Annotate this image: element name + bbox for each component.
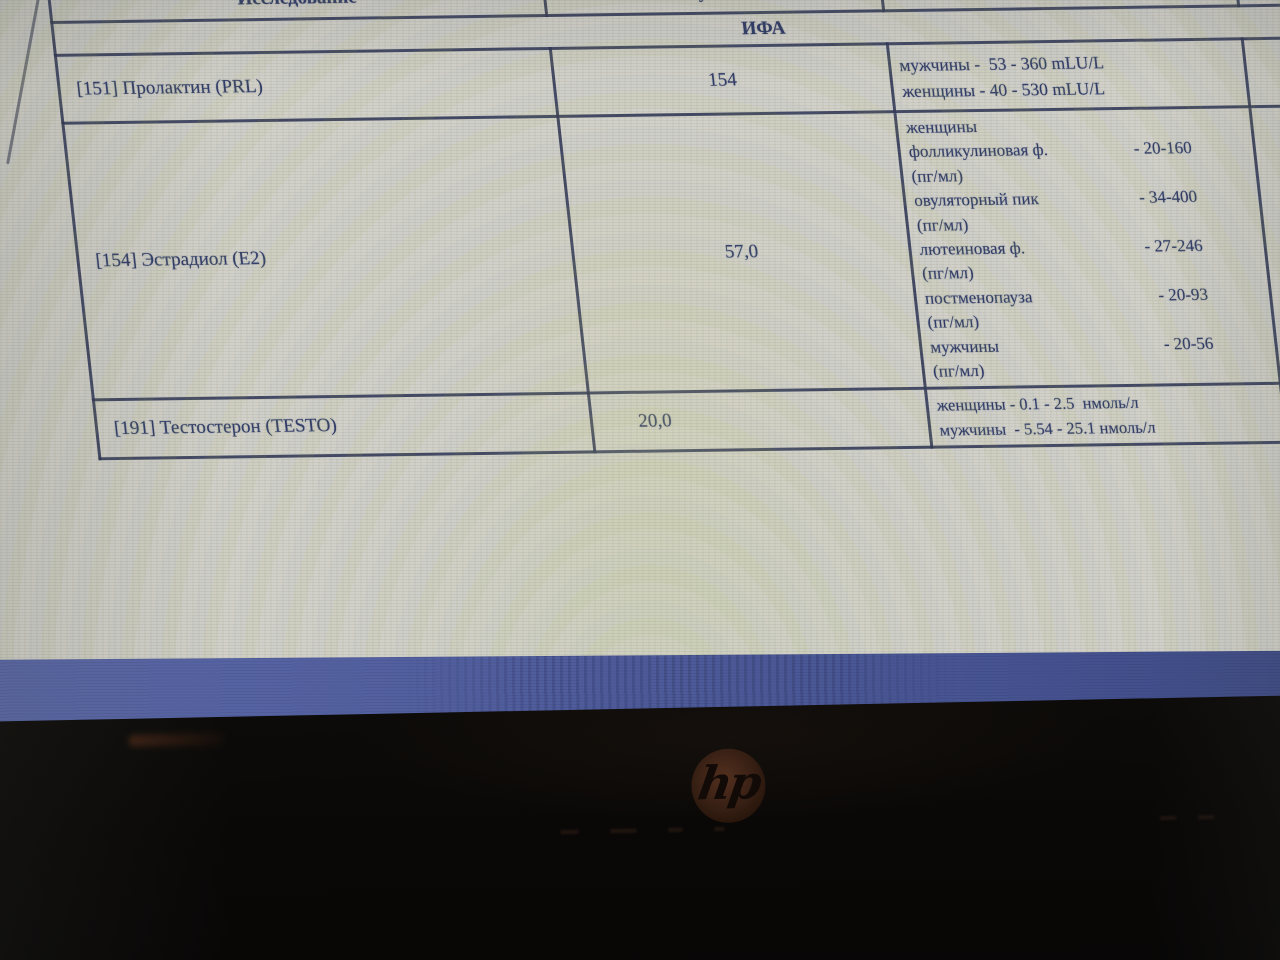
test-name-cell: [191] Тестостерон (TESTO): [93, 393, 595, 460]
norm-line: мужчины - 20-56: [929, 333, 1215, 357]
norms-cell: женщины фолликулиновая ф. - 20-160 (пг/мл…: [894, 106, 1280, 389]
test-name-cell: [151] Пролактин (PRL): [55, 48, 558, 124]
norms-cell: мужчины - 53 - 360 mLU/L женщины - 40 - …: [887, 38, 1250, 112]
result-cell: 57,0: [557, 111, 926, 394]
bezel-reflection-dashes: [1160, 815, 1215, 821]
norms-cell: женщины - 0.1 - 2.5 нмоль/л мужчины - 5.…: [925, 383, 1280, 448]
bezel-reflection: [128, 732, 224, 747]
norm-line: фолликулиновая ф. - 20-160: [907, 138, 1193, 162]
bezel-reflection-dashes: [560, 826, 725, 835]
result-cell: 154: [550, 43, 895, 117]
screen-document-area: Исследование Результат Нормы интерпретац…: [0, 0, 1280, 745]
norm-line: овуляторный пик - 34-400: [913, 187, 1199, 211]
norm-line: мужчины - 5.54 - 25.1 нмоль/л: [938, 418, 1157, 441]
monitor-bezel: hp: [0, 694, 1280, 960]
table-row: [154] Эстрадиол (E2) 57,0 женщины фоллик…: [62, 103, 1280, 401]
result-cell: 20,0: [588, 388, 932, 453]
empty-cell: [1242, 35, 1280, 107]
lab-results-table: Исследование Результат Нормы интерпретац…: [46, 0, 1280, 461]
norm-line: женщины - 40 - 530 mLU/L: [900, 77, 1106, 101]
hp-logo-text: hp: [694, 755, 763, 811]
page-edge-line: [6, 0, 41, 165]
hp-logo: hp: [690, 748, 767, 824]
norm-line: (пг/мл): [931, 361, 986, 381]
norm-line: лютеиновая ф. - 27-246: [918, 235, 1204, 259]
norm-line: постменопауза - 20-93: [923, 284, 1209, 308]
test-name-cell: [154] Эстрадиол (E2): [62, 116, 589, 401]
